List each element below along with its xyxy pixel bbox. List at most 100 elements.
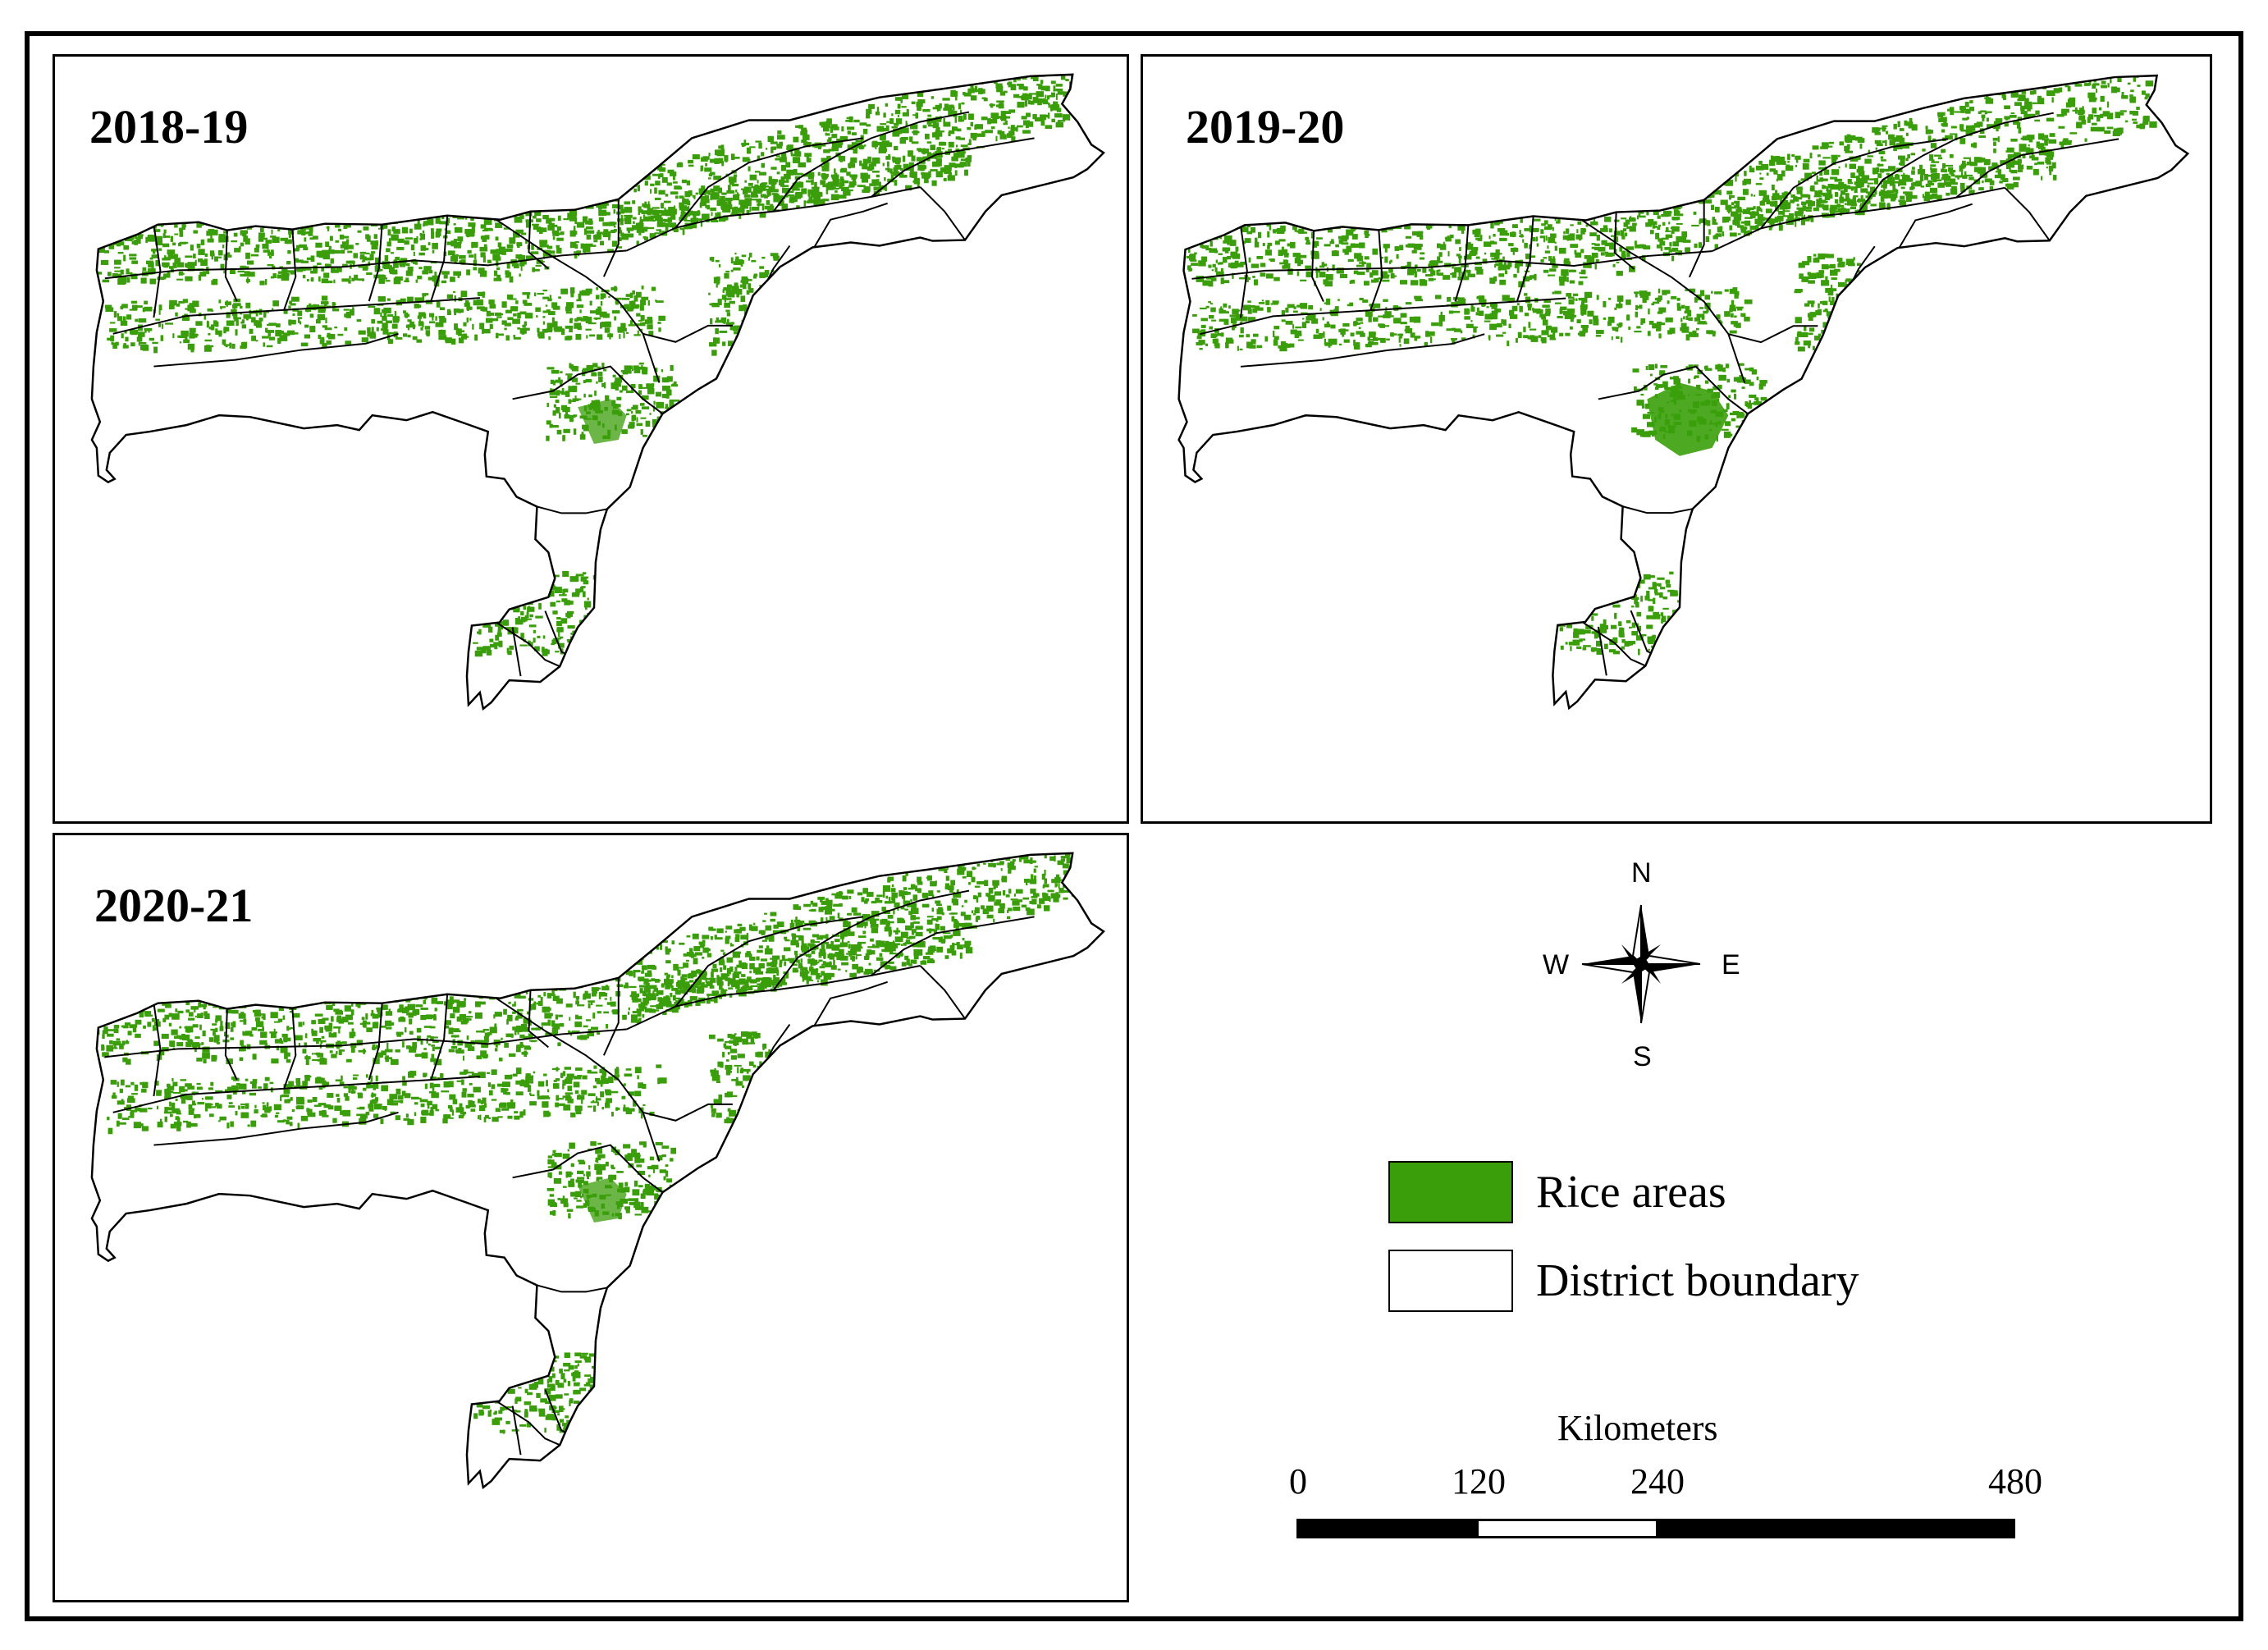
panel-title: 2018-19 <box>89 100 249 153</box>
district-boundary-line <box>2004 187 2051 241</box>
scale-title: Kilometers <box>1557 1408 1718 1448</box>
district-boundary-line <box>430 994 449 1081</box>
district-boundary-line <box>496 621 560 668</box>
compass-rose-icon <box>1581 904 1701 1024</box>
rice-cluster <box>1647 382 1729 456</box>
map-panel-2019-20: 2019-20 <box>1141 54 2212 824</box>
rice-area-stipple <box>96 852 1082 1434</box>
state-boundary <box>1177 74 2190 711</box>
district-boundary-line <box>368 1003 383 1081</box>
district-boundary-line <box>602 977 620 1056</box>
scale-tick: 480 <box>1988 1461 2042 1501</box>
scale-bar-segment-3 <box>1656 1519 2015 1538</box>
district-boundary-line <box>496 218 661 383</box>
district-boundary-line <box>153 332 399 368</box>
legend-label: District boundary <box>1536 1255 1859 1306</box>
rice-cluster <box>578 1177 627 1223</box>
district-boundary-line <box>871 916 1035 976</box>
district-boundary-line <box>104 249 627 280</box>
district-boundary-line <box>512 1144 664 1193</box>
district-boundary-line <box>642 1103 733 1122</box>
district-boundary-line <box>1454 225 1470 302</box>
district-boundary-line <box>511 1405 522 1456</box>
district-boundary-line <box>112 1076 480 1113</box>
district-boundary-line <box>1613 212 1635 270</box>
district-boundary-line <box>674 137 864 229</box>
district-boundary-line <box>772 889 970 991</box>
district-boundary-line <box>602 199 620 277</box>
compass-s-label: S <box>1633 1041 1652 1072</box>
district-boundary-line <box>871 137 1035 198</box>
state-boundary <box>90 73 1105 711</box>
district-boundary-line <box>496 997 661 1162</box>
scale-bar-segment-1 <box>1296 1519 1479 1538</box>
compass-n-label: N <box>1631 857 1652 889</box>
rice-area-stipple <box>1185 75 2161 657</box>
district-boundary-line <box>528 211 549 270</box>
map-group <box>90 73 1105 711</box>
district-boundary-line <box>430 215 449 302</box>
district-boundary-line <box>537 1284 608 1293</box>
district-boundary-line <box>283 1008 297 1089</box>
district-boundary-line <box>1688 199 1705 278</box>
compass-e-label: E <box>1722 949 1740 980</box>
map-panel-2020-21: 2020-21 <box>53 833 1129 1602</box>
district-boundary-line <box>1369 230 1383 310</box>
district-boundary-line <box>153 1111 399 1146</box>
district-boundary-line <box>919 186 966 241</box>
rice-cluster <box>578 399 627 444</box>
district-boundary-line <box>1581 621 1646 667</box>
district-boundaries <box>1191 112 2119 676</box>
scale-tick: 240 <box>1630 1461 1685 1501</box>
region-map <box>1177 74 2190 711</box>
district-boundary-line <box>674 916 864 1008</box>
scale-tick: 120 <box>1452 1461 1506 1501</box>
district-boundary-line <box>153 1003 162 1097</box>
district-boundary-line <box>224 230 238 302</box>
panel-title: 2019-20 <box>1186 100 1345 153</box>
district-boundary-line <box>537 505 608 514</box>
legend-item-district: District boundary <box>1388 1250 1859 1312</box>
district-boundary-line <box>1598 365 1749 415</box>
district-boundary-line <box>919 965 966 1020</box>
legend-item-rice: Rice areas <box>1388 1161 1726 1223</box>
district-boundary-line <box>1516 216 1534 302</box>
district-boundary-line <box>1240 333 1485 368</box>
scale-bar-segment-2 <box>1476 1519 1658 1538</box>
district-boundary-line <box>511 627 522 677</box>
map-group <box>1177 74 2190 711</box>
map-group <box>90 852 1105 1490</box>
district-boundary-line <box>1898 203 1973 249</box>
state-area <box>91 74 1104 709</box>
district-boundary-line <box>528 990 549 1049</box>
legend-label: Rice areas <box>1536 1167 1726 1218</box>
district-boundary-line <box>1581 219 1746 383</box>
legend-swatch-district <box>1388 1250 1513 1312</box>
state-boundary <box>90 852 1105 1490</box>
legend-panel: N S E W Rice areas District boundary Kil… <box>1141 833 2232 1604</box>
compass-w-label: W <box>1543 949 1570 980</box>
district-boundary-line <box>1760 138 1949 229</box>
map-frame <box>25 31 2243 1621</box>
district-boundary-line <box>496 1400 560 1447</box>
district-boundary-line <box>813 980 888 1027</box>
district-boundary-line <box>1597 626 1607 676</box>
district-boundary-line <box>1955 138 2119 199</box>
district-boundary-line <box>1858 112 2054 213</box>
district-boundary-line <box>1239 225 1248 318</box>
north-arrow: N S E W <box>1543 857 1740 1072</box>
rice-area-stipple <box>97 74 1080 657</box>
district-boundary-line <box>813 202 888 249</box>
district-boundary-line <box>283 229 297 310</box>
district-boundary-line <box>112 297 480 335</box>
district-boundary-line <box>368 224 383 302</box>
district-boundary-line <box>1622 505 1694 514</box>
district-boundary-line <box>642 324 733 343</box>
panel-title: 2020-21 <box>94 879 254 932</box>
scale-tick: 0 <box>1289 1461 1307 1501</box>
district-boundary-line <box>1728 325 1818 344</box>
district-boundaries <box>104 111 1035 677</box>
district-boundary-line <box>512 365 664 414</box>
region-map <box>90 73 1105 711</box>
district-boundary-line <box>224 1008 238 1081</box>
